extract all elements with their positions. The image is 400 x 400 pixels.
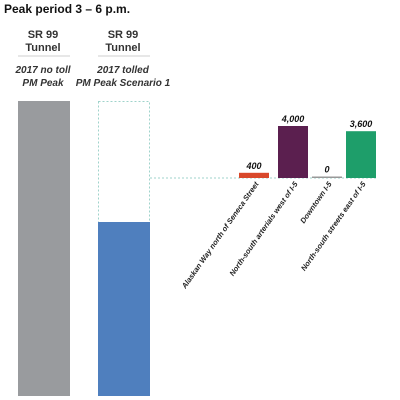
col1-volume-bar	[18, 101, 70, 396]
col1-header-line2: Tunnel	[25, 42, 60, 54]
col1-header-line1: SR 99	[28, 29, 59, 41]
col2-retained-bar	[98, 222, 150, 396]
diversion-value-label: 400	[245, 161, 261, 171]
diversion-bar	[239, 172, 269, 178]
col2-header-line1: SR 99	[108, 29, 139, 41]
diversion-category-label: North-south arterials west of I-5	[227, 179, 300, 277]
diversion-bar	[312, 176, 342, 178]
diversion-bar	[346, 131, 376, 178]
col2-sub-line1: 2017 tolled	[96, 65, 150, 76]
diversion-category-label: Downtown I-5	[298, 179, 334, 225]
diversion-category-label: Alaskan Way north of Seneca Street	[179, 180, 261, 291]
chart-title: Peak period 3 – 6 p.m.	[4, 2, 130, 16]
diversion-value-label: 4,000	[281, 114, 305, 124]
diversion-category-label: North-south streets east of I-5	[299, 179, 368, 272]
col1-sub-line1: 2017 no toll	[14, 65, 70, 76]
col1-sub-line2: PM Peak	[22, 78, 64, 89]
col2-sub-line2: PM Peak Scenario 1	[76, 78, 171, 89]
diversion-bar	[278, 126, 308, 178]
col2-header-line2: Tunnel	[105, 42, 140, 54]
diversion-value-label: 0	[324, 165, 329, 175]
diversion-value-label: 3,600	[350, 119, 373, 129]
